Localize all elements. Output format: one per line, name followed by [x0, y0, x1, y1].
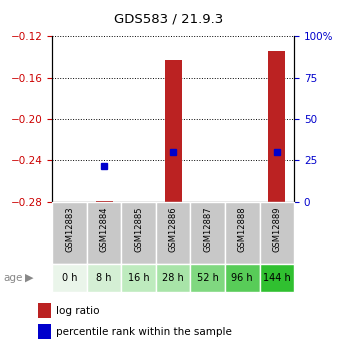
Bar — [268, 51, 285, 202]
Text: GSM12885: GSM12885 — [134, 207, 143, 252]
Bar — [191, 202, 225, 264]
Bar — [87, 202, 121, 264]
Bar — [87, 264, 121, 292]
Text: GSM12889: GSM12889 — [272, 207, 281, 252]
Text: GDS583 / 21.9.3: GDS583 / 21.9.3 — [114, 12, 224, 25]
Bar — [96, 201, 113, 202]
Text: GSM12884: GSM12884 — [100, 207, 109, 252]
Text: 28 h: 28 h — [162, 273, 184, 283]
Bar — [225, 202, 260, 264]
Text: 0 h: 0 h — [62, 273, 77, 283]
Bar — [156, 202, 191, 264]
Text: GSM12883: GSM12883 — [65, 207, 74, 253]
Bar — [121, 264, 156, 292]
Bar — [121, 202, 156, 264]
Bar — [165, 60, 182, 202]
Text: GSM12886: GSM12886 — [169, 207, 178, 253]
Bar — [191, 264, 225, 292]
Text: percentile rank within the sample: percentile rank within the sample — [56, 327, 232, 337]
Bar — [225, 264, 260, 292]
Text: 144 h: 144 h — [263, 273, 291, 283]
Bar — [38, 324, 51, 339]
Text: 8 h: 8 h — [96, 273, 112, 283]
Bar — [260, 264, 294, 292]
Text: 96 h: 96 h — [232, 273, 253, 283]
Bar — [52, 264, 87, 292]
Text: GSM12888: GSM12888 — [238, 207, 247, 253]
Bar — [52, 202, 87, 264]
Bar — [38, 303, 51, 318]
Text: GSM12887: GSM12887 — [203, 207, 212, 253]
Bar — [156, 264, 191, 292]
Text: ▶: ▶ — [24, 273, 33, 283]
Text: 16 h: 16 h — [128, 273, 149, 283]
Text: 52 h: 52 h — [197, 273, 219, 283]
Text: age: age — [3, 273, 23, 283]
Text: log ratio: log ratio — [56, 306, 100, 315]
Bar — [260, 202, 294, 264]
